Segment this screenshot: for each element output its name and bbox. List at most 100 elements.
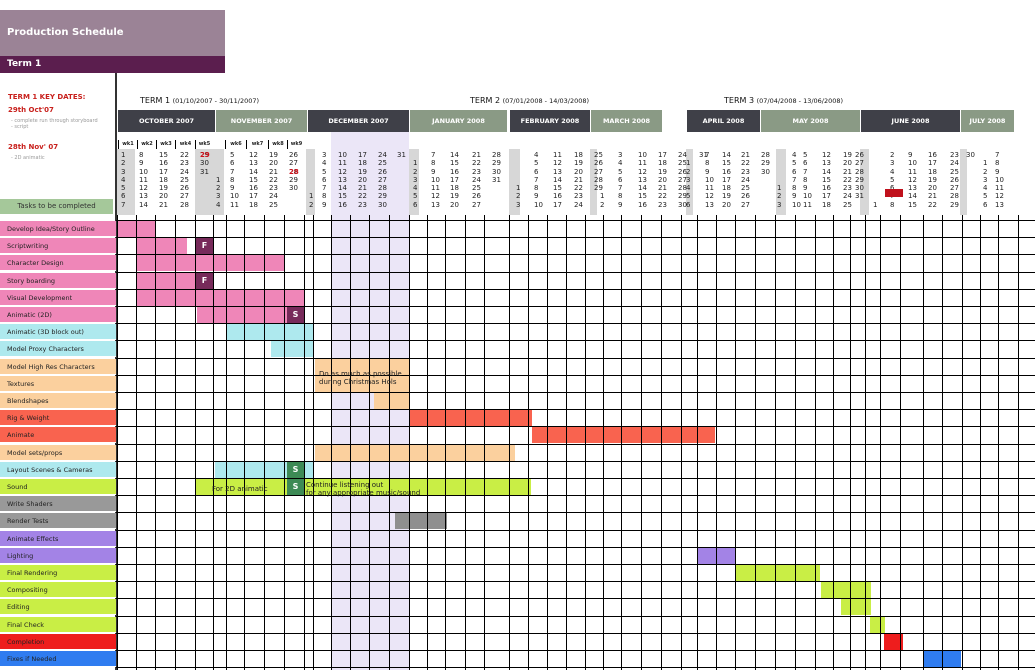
date-column: 7 8 9 10 11 12 13 (431, 151, 440, 209)
header-shade-block (306, 149, 315, 215)
date-column: 1 2 3 4 5 6 7 (121, 151, 126, 209)
date-column: 1 2 (600, 192, 605, 209)
grid-vertical-line (980, 215, 981, 670)
deadline-cell (885, 189, 903, 197)
grid-vertical-line (755, 215, 756, 670)
grid-vertical-line (681, 215, 682, 670)
task-label: Blendshapes (0, 393, 116, 409)
final-milestone-marker: F (196, 238, 213, 255)
task-label: Character Design (0, 255, 116, 272)
grid-horizontal-line (116, 237, 1035, 239)
date-column: 26 27 28 29 30 (289, 151, 298, 193)
grid-vertical-line (445, 215, 446, 670)
grid-horizontal-line (116, 478, 1035, 479)
task-label: Layout Scenes & Cameras (0, 461, 116, 478)
grid-horizontal-line (116, 271, 1035, 273)
grid-vertical-line (566, 215, 567, 670)
term-tab[interactable]: Term 1 (0, 56, 225, 73)
grid-horizontal-line (116, 615, 1035, 617)
header-shade-block (960, 149, 967, 215)
grid-horizontal-line (116, 220, 1035, 221)
date-column: 8 9 10 11 12 13 14 (139, 151, 148, 209)
task-bar (884, 633, 903, 650)
task-bar (197, 307, 287, 323)
grid-vertical-line (603, 215, 604, 670)
month-header: JULY 2008 (960, 110, 1014, 132)
date-column: 19 20 21 22 23 24 25 (843, 151, 852, 209)
task-bar (271, 341, 313, 358)
grid-vertical-line (389, 215, 390, 670)
week-label: wk8 (268, 140, 287, 149)
grid-horizontal-line (116, 667, 1035, 669)
grid-vertical-line (331, 215, 332, 670)
date-column: 28 29 30 (761, 151, 770, 176)
task-label: Textures (0, 375, 116, 392)
month-header: MAY 2008 (760, 110, 860, 132)
date-column: 1 2 3 4 5 6 (413, 159, 418, 209)
week-label: wk9 (287, 140, 305, 149)
grid-vertical-line (833, 215, 834, 670)
date-column: 1 2 3 (516, 184, 521, 209)
task-label: Visual Development (0, 289, 116, 306)
grid-horizontal-line (116, 650, 1035, 651)
date-column: 22 23 24 25 26 27 28 (180, 151, 189, 209)
grid-vertical-line (735, 215, 736, 670)
grid-horizontal-line (116, 374, 1035, 376)
grid-vertical-line (264, 215, 265, 670)
grid-vertical-line (547, 215, 548, 670)
task-label: Develop Idea/Story Outline (0, 221, 116, 237)
task-label: Fixes if Needed (0, 651, 116, 667)
week-label: wk3 (156, 140, 175, 149)
date-column: 9 10 11 12 13 14 15 (908, 151, 917, 209)
key-date-2-note: - 2D animatic (11, 155, 45, 161)
date-column: 1 2 3 4 (216, 175, 221, 209)
grid-horizontal-line (116, 409, 1035, 411)
date-column: 5 6 7 8 9 10 11 (803, 151, 812, 209)
date-column: 7 8 9 10 11 12 13 (995, 151, 1004, 209)
grid-horizontal-line (116, 512, 1035, 514)
task-bar (226, 324, 313, 341)
grid-vertical-line (155, 215, 156, 670)
task-label: Rig & Weight (0, 410, 116, 427)
key-date-highlight: 29 (200, 151, 210, 159)
task-bar (735, 565, 820, 581)
task-bar (532, 427, 715, 444)
grid-vertical-line (815, 215, 816, 670)
grid-vertical-line (661, 215, 662, 670)
header-shade-block (776, 149, 786, 215)
date-column: 12 13 14 15 16 17 18 (249, 151, 258, 209)
date-column: 7 8 9 10 11 12 13 (705, 151, 714, 209)
task-bar (137, 272, 195, 289)
term-2-label: TERM 2 (07/01/2008 - 14/03/2008) (470, 96, 590, 105)
grid-vertical-line (942, 215, 943, 670)
date-column: 29 30 31 (200, 151, 209, 176)
date-column: 14 15 16 17 18 19 20 (722, 151, 731, 209)
date-column: 30 (966, 151, 975, 159)
grid-vertical-line (641, 215, 642, 670)
header-shade-block (509, 149, 520, 215)
task-bar (196, 479, 294, 495)
task-bar (395, 513, 447, 530)
grid-vertical-line (369, 215, 370, 670)
grid-horizontal-line (116, 632, 1035, 634)
grid-horizontal-line (116, 598, 1035, 600)
task-bar (374, 393, 409, 409)
date-column: 4 5 6 7 8 9 10 (534, 151, 543, 209)
month-header: JANUARY 2008 (409, 110, 507, 132)
term-1-label: TERM 1 (01/10/2007 - 30/11/2007) (140, 96, 260, 105)
week-label: wk7 (246, 140, 268, 149)
header-shade-block (590, 149, 597, 215)
key-date-1-note-b: - script (11, 124, 29, 130)
grid-vertical-line (998, 215, 999, 670)
task-label: Story boarding (0, 272, 116, 289)
panel-divider (115, 73, 117, 670)
date-column: 24 25 26 27 28 29 30 (378, 151, 387, 209)
grid-vertical-line (900, 215, 901, 670)
month-header: FEBRUARY 2008 (509, 110, 590, 132)
date-column: 25 26 27 28 29 (594, 151, 603, 193)
header-shade-block (686, 149, 693, 215)
term-3-label: TERM 3 (07/04/2008 - 13/06/2008) (724, 96, 844, 105)
key-date-1-note-a: - complete run through storyboard (11, 118, 98, 124)
date-column: 14 15 16 17 18 19 20 (450, 151, 459, 209)
grid-horizontal-line (116, 426, 1035, 428)
